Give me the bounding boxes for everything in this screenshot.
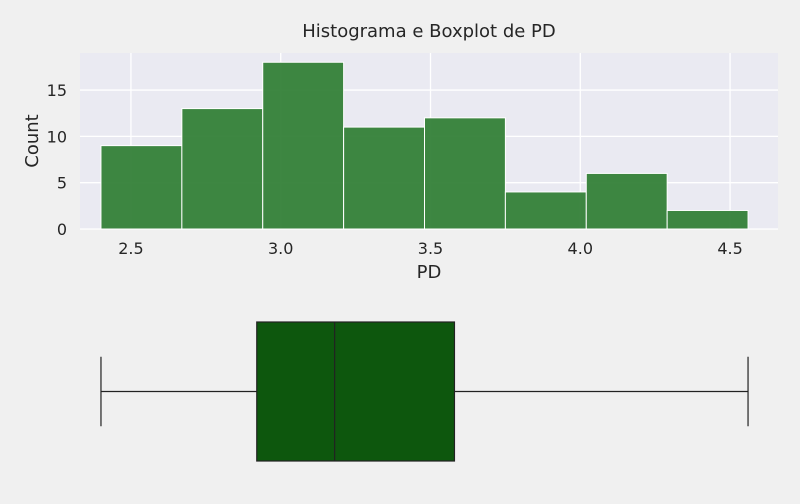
histogram-bar-5 [504,191,587,230]
y-tick-label-3: 15 [47,81,67,100]
y-axis-label: Count [22,114,43,167]
y-tick-label-1: 5 [57,174,67,193]
x-tick-label-4: 4.5 [717,239,742,258]
boxplot [100,321,749,462]
histogram-bar-0 [100,145,183,230]
y-tick-label-0: 0 [57,220,67,239]
x-tick-label-2: 3.5 [418,239,443,258]
y-tick-label-2: 10 [47,127,67,146]
x-tick-label-1: 3.0 [268,239,293,258]
histogram-bar-6 [585,172,668,230]
histogram-bar-2 [262,61,345,230]
boxplot-box [256,321,456,462]
histogram-bar-3 [343,126,426,230]
x-tick-label-0: 2.5 [118,239,143,258]
x-tick-labels: 2.5 3.0 3.5 4.0 4.5 [118,239,743,258]
histogram-bars [100,61,749,230]
histogram-bar-7 [666,209,749,230]
histogram-bar-4 [424,117,506,230]
x-tick-label-3: 4.0 [568,239,593,258]
histogram-bar-1 [181,108,264,230]
y-tick-labels: 0 5 10 15 [47,81,67,239]
chart-title: Histograma e Boxplot de PD [302,21,556,42]
x-axis-label: PD [417,262,442,283]
